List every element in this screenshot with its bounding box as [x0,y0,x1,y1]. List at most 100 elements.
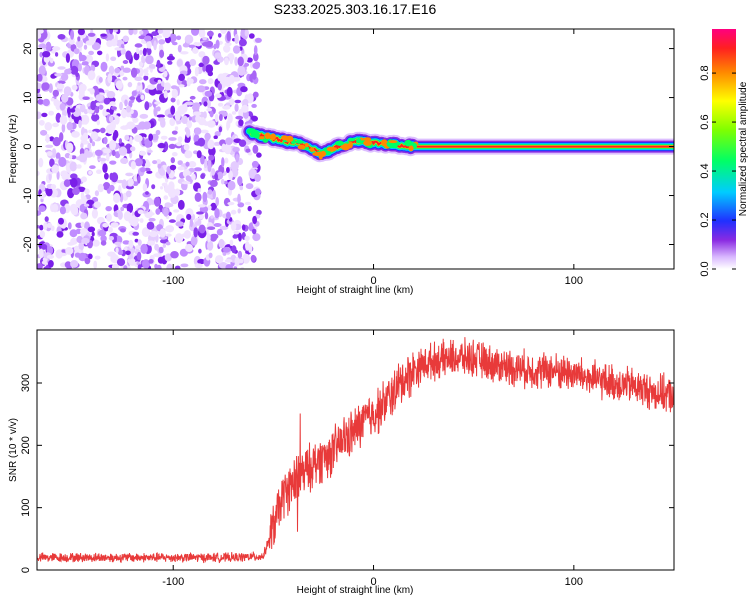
noise-blob [148,133,154,142]
noise-blob [178,84,185,88]
noise-blob [45,133,50,143]
noise-blob [219,225,229,230]
noise-blob [83,44,88,50]
noise-blob [107,73,113,84]
noise-blob [245,148,251,153]
noise-blob [70,30,75,40]
noise-blob [250,61,254,69]
noise-blob [69,39,75,45]
noise-blob [200,154,205,165]
noise-blob [105,206,112,212]
noise-blob [97,50,103,56]
spectrogram-y-ticks: -20 -10 0 10 20 [22,42,674,252]
noise-blob [240,86,248,93]
noise-blob [88,170,92,175]
noise-blob [91,231,95,237]
snr-x-tick-label: 0 [370,576,376,588]
noise-blob [199,79,207,85]
noise-blob [176,99,180,106]
noise-blob [106,90,116,99]
noise-blob [233,230,240,235]
noise-blob [132,231,139,236]
noise-blob [226,211,231,220]
noise-blob [77,29,85,36]
noise-blob [176,59,183,67]
noise-blob [206,240,214,251]
noise-blob [198,204,207,208]
noise-blob [235,115,244,120]
noise-blob [185,161,190,167]
noise-blob [210,202,217,211]
noise-blob [65,247,74,255]
noise-blob [107,226,113,233]
noise-blob [160,135,168,140]
spectrogram-plot-frame [36,28,675,270]
noise-blob [242,253,251,264]
noise-blob [167,60,173,65]
noise-blob [177,44,182,53]
noise-blob [226,31,231,42]
noise-blob [247,151,253,156]
noise-blob [69,161,78,172]
snr-x-tick-label: -100 [162,576,184,588]
snr-y-ticks: 0 100 200 300 [20,374,674,573]
noise-blob [234,256,240,267]
snr-series [37,337,674,564]
noise-blob [184,101,194,106]
ridge-blob [250,129,259,137]
noise-blob [95,94,104,102]
noise-blob [87,226,96,233]
noise-blob [202,36,207,41]
noise-blob [179,248,188,257]
noise-blob [125,50,132,61]
noise-blob [61,249,66,253]
noise-blob [193,167,202,172]
noise-blob [111,263,120,269]
noise-blob [145,191,149,195]
noise-blob [202,191,208,203]
noise-blob [60,170,68,177]
noise-blob [180,51,189,55]
noise-blob [89,88,95,95]
noise-blob [106,124,115,135]
noise-blob [76,39,84,48]
noise-blob [127,81,133,88]
ridge-blob [404,139,413,147]
noise-blob [88,129,93,134]
noise-blob [70,260,79,268]
noise-blob [196,211,204,215]
noise-blob [207,78,214,85]
noise-blob [171,152,178,157]
noise-blob [241,224,246,231]
noise-blob [139,113,149,119]
noise-blob [51,164,59,174]
noise-blob [163,207,169,217]
noise-blob [215,39,220,49]
noise-blob [98,76,103,83]
noise-blob [128,29,134,36]
noise-blob [189,58,197,67]
noise-blob [58,217,64,225]
noise-blob [186,213,192,220]
noise-blob [198,214,205,220]
noise-blob [192,111,202,116]
noise-blob [206,107,213,112]
noise-blob [172,41,178,46]
noise-blob [177,160,183,166]
snr-x-tick-label: 100 [565,576,583,588]
noise-blob [97,183,104,193]
noise-blob [213,223,222,227]
noise-blob [98,104,104,110]
noise-blob [252,215,257,225]
noise-blob [129,96,136,101]
noise-blob [110,222,119,228]
spectrogram-y-tick-label: 20 [22,42,34,54]
noise-blob [43,222,48,231]
noise-blob [139,30,144,35]
noise-blob [38,43,47,49]
noise-blob [40,129,48,136]
noise-blob [194,263,203,269]
noise-blob [170,105,176,115]
noise-blob [44,216,49,222]
noise-blob [203,111,207,119]
